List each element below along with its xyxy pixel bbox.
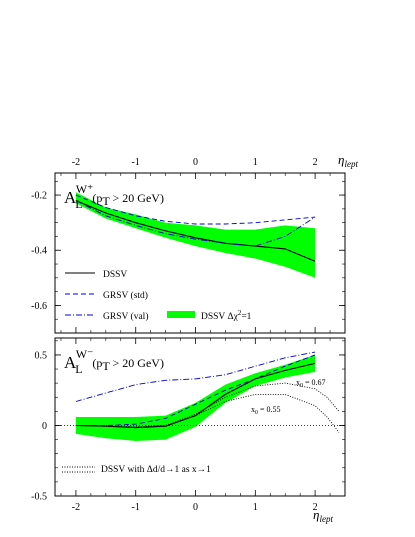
bottom-x-tick-label: 1 xyxy=(253,502,258,513)
bottom-x-tick-label: 0 xyxy=(193,502,198,513)
top-x-tick-label: 0 xyxy=(193,157,198,168)
bottom-lines-layer xyxy=(75,351,340,433)
annotation-x0-055: x0 = 0.55 xyxy=(251,405,281,416)
legend-dotted-label: DSSV with Δd/d→1 as x→1 xyxy=(101,465,211,475)
top-y-tick-label: -0.4 xyxy=(31,246,47,257)
legend-grsv-val-label: GRSV (val) xyxy=(103,311,148,322)
top-series-1-dashed-line xyxy=(75,194,316,225)
top-uncertainty-band xyxy=(75,192,316,278)
bottom-series-0-solid-line xyxy=(75,362,316,429)
bottom-frame xyxy=(54,337,346,497)
top-frame xyxy=(54,172,346,334)
legend-band-swatch xyxy=(167,311,195,318)
bottom-y-tick-label: 0.5 xyxy=(35,350,48,361)
top-y-tick-label: -0.2 xyxy=(31,191,47,202)
bottom-series-1-dashed-line xyxy=(75,354,316,426)
bottom-series-2-dashdot-line xyxy=(75,351,316,402)
bottom-panel-title: ALW⁻(pT > 20 GeV) xyxy=(64,347,164,376)
top-band-layer xyxy=(75,192,316,278)
legend-grsv-std-label: GRSV (std) xyxy=(103,290,148,301)
top-series-0-solid-line xyxy=(75,200,316,262)
top-x-tick-label: -1 xyxy=(132,157,140,168)
bottom-series-3-dotted-line xyxy=(75,382,340,428)
bottom-uncertainty-band xyxy=(75,354,316,441)
top-series-2-dashdot-line xyxy=(75,200,316,247)
bottom-xlabel: ηlept xyxy=(313,507,333,524)
annotation-x0-067: x0 = 0.67 xyxy=(296,378,326,389)
top-legend: DSSV GRSV (std) GRSV (val) DSSV Δχ2=1 xyxy=(65,270,252,322)
bottom-y-tick-label: -0.5 xyxy=(31,492,47,503)
bottom-x-tick-label: 2 xyxy=(313,502,318,513)
top-y-tick-label: -0.6 xyxy=(31,301,47,312)
bottom-ticks-layer: -2 -1 0 1 2 0.5 0 -0.5 xyxy=(31,338,346,513)
top-xlabel: ηlept xyxy=(338,152,358,169)
top-panel: -2 -1 0 1 2 -0.2 -0.4 -0.6 ηlept ALW⁺(pT > 20 G… xyxy=(31,152,358,334)
top-lines-layer xyxy=(75,194,316,262)
bottom-panel: -2 -1 0 1 2 0.5 0 -0.5 ALW⁻(pT > 20 GeV) x0 = 0… xyxy=(31,337,346,524)
top-panel-title: ALW⁺(pT > 20 GeV) xyxy=(64,182,164,211)
top-ticks-layer: -2 -1 0 1 2 -0.2 -0.4 -0.6 xyxy=(31,157,346,333)
bottom-x-tick-label: -1 xyxy=(132,502,140,513)
bottom-legend: DSSV with Δd/d→1 as x→1 xyxy=(62,465,211,475)
bottom-y-tick-label: 0 xyxy=(42,421,47,432)
legend-band-label: DSSV Δχ2=1 xyxy=(201,309,252,322)
top-x-tick-label: -2 xyxy=(72,157,80,168)
top-x-tick-label: 2 xyxy=(313,157,318,168)
legend-dssv-label: DSSV xyxy=(103,270,127,280)
top-x-tick-label: 1 xyxy=(253,157,258,168)
bottom-x-tick-label: -2 xyxy=(72,502,80,513)
bottom-band-layer xyxy=(75,354,316,441)
